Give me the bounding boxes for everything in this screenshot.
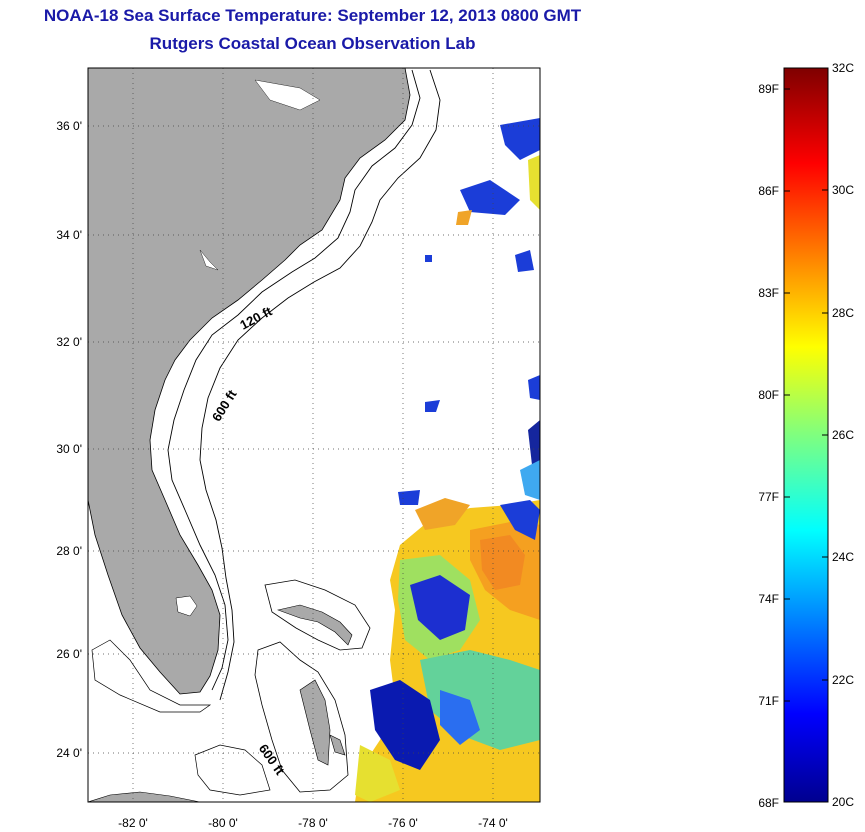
lat-tick: 24 0' [56,746,82,760]
colorbar-f-label: 74F [758,592,779,606]
contour-600ft [199,69,441,701]
colorbar-c-label: 20C [832,795,854,809]
map-frame [87,67,541,803]
colorbar-c-label: 26C [832,428,854,442]
lon-tick: -74 0' [478,816,508,830]
lon-tick: -82 0' [118,816,148,830]
lat-tick: 36 0' [56,119,82,133]
longitude-axis: -82 0' -80 0' -78 0' -76 0' -74 0' [118,816,508,830]
lon-tick: -80 0' [208,816,238,830]
lat-tick: 32 0' [56,335,82,349]
colorbar-c-label: 24C [832,550,854,564]
colorbar-f-label: 77F [758,490,779,504]
us-land [88,68,411,695]
colorbar-f-label: 71F [758,694,779,708]
colorbar-f-label: 68F [758,796,779,810]
lat-tick: 30 0' [56,442,82,456]
latitude-axis: 36 0' 34 0' 32 0' 30 0' 28 0' 26 0' 24 0… [56,119,82,760]
colorbar-gradient [783,67,829,803]
colorbar-f-label: 86F [758,184,779,198]
map-title: NOAA-18 Sea Surface Temperature: Septemb… [43,6,582,25]
colorbar-c-label: 22C [832,673,854,687]
contour-120ft [167,69,421,691]
map-grid [88,68,540,802]
sst-data-layer [355,118,540,802]
colorbar-c-label: 30C [832,183,854,197]
colorbar: 89F 86F 83F 80F 77F 74F 71F 68F 32C 30C … [758,61,854,810]
map-subtitle: Rutgers Coastal Ocean Observation Lab [149,34,476,53]
lat-tick: 34 0' [56,228,82,242]
colorbar-f-label: 89F [758,82,779,96]
colorbar-f-label: 80F [758,388,779,402]
colorbar-c-label: 32C [832,61,854,75]
colorbar-c-label: 28C [832,306,854,320]
lat-tick: 26 0' [56,647,82,661]
lon-tick: -78 0' [298,816,328,830]
bahamas-land [276,604,353,646]
colorbar-f-label: 83F [758,286,779,300]
lat-tick: 28 0' [56,544,82,558]
lon-tick: -76 0' [388,816,418,830]
